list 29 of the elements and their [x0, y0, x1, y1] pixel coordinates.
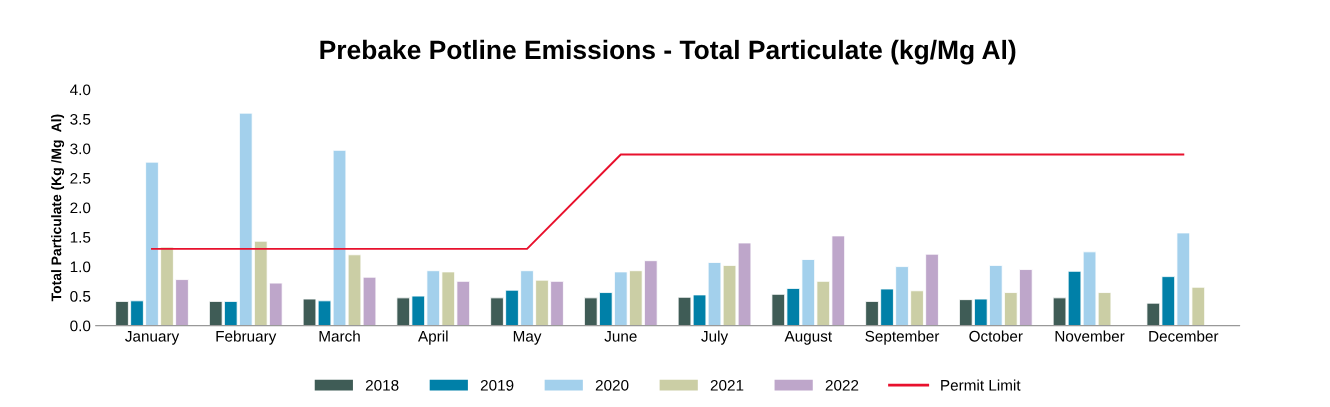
y-tick-label: 1.5 — [70, 232, 91, 243]
legend-label: 2019 — [480, 379, 514, 391]
y-tick-label: 2.5 — [70, 172, 91, 184]
x-tick-label: January — [125, 331, 180, 345]
x-tick-label: March — [319, 330, 360, 342]
legend-label: 2022 — [825, 379, 859, 391]
x-tick-label: November — [1055, 330, 1125, 342]
y-tick-label: 4.0 — [70, 84, 91, 96]
x-tick-label: August — [784, 331, 832, 345]
y-tick-label: 3.0 — [70, 143, 91, 155]
x-tick-label: September — [865, 330, 940, 345]
y-tick-label: 2.0 — [70, 202, 91, 214]
y-tick-label: 0.5 — [70, 290, 91, 302]
y-tick-label: 3.5 — [70, 113, 91, 125]
x-tick-label: February — [216, 330, 277, 345]
x-tick-label: October — [969, 330, 1023, 342]
legend-label: 2018 — [365, 379, 399, 391]
legend-label: Permit Limit — [941, 379, 1021, 391]
y-tick-label: 0.0 — [70, 320, 91, 332]
y-tick-label: 1.0 — [70, 261, 91, 273]
x-tick-label: April — [418, 330, 448, 345]
chart-title: Prebake Potline Emissions - Total Particulate (kg/Mg Al) — [320, 39, 1016, 65]
x-tick-label: June — [604, 331, 637, 342]
legend-label: 2020 — [595, 379, 629, 391]
legend-label: 2021 — [710, 379, 744, 391]
x-tick-label: July — [701, 330, 729, 345]
y-axis-title: Total Particulate (Kg /Mg Al) — [51, 114, 65, 302]
x-tick-label: May — [513, 331, 542, 345]
x-tick-label: December — [1149, 330, 1219, 342]
